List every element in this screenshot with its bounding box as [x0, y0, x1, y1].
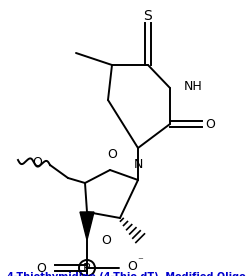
Polygon shape [80, 212, 94, 240]
Text: O: O [32, 156, 42, 169]
Text: O: O [205, 118, 215, 131]
Text: O: O [127, 261, 137, 274]
Text: O: O [101, 233, 111, 246]
Text: NH: NH [184, 79, 203, 92]
Text: S: S [144, 9, 152, 23]
Text: 4-Thiothymidine (4-Thio dT)  Modified Oligo: 4-Thiothymidine (4-Thio dT) Modified Oli… [7, 272, 245, 276]
Text: N: N [133, 158, 143, 171]
Text: ⁻: ⁻ [137, 256, 143, 266]
Text: P: P [83, 261, 91, 275]
Text: O: O [36, 261, 46, 275]
Text: O: O [107, 148, 117, 161]
